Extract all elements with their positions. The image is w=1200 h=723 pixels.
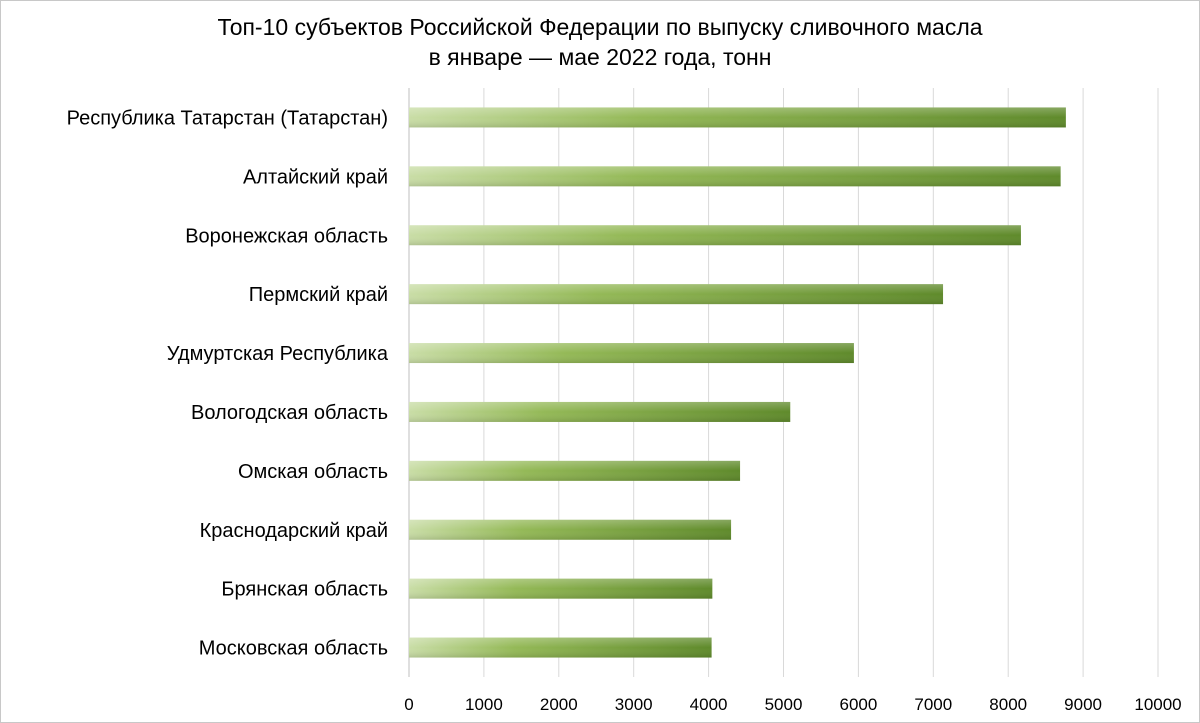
x-tick-label-4000: 4000 bbox=[690, 695, 728, 714]
bar-shade bbox=[409, 519, 732, 540]
bar-2 bbox=[409, 166, 1061, 187]
bar-8 bbox=[409, 519, 732, 540]
bar-shade bbox=[409, 225, 1021, 246]
bar-shade bbox=[409, 460, 741, 481]
x-tick-labels: 0 1000 2000 3000 4000 5000 6000 7000 8000 9000 100… bbox=[404, 695, 1181, 714]
bars bbox=[409, 107, 1066, 658]
bar-shade bbox=[409, 343, 854, 364]
category-label-5: Удмуртская Республика bbox=[167, 343, 389, 365]
x-tick-label-6000: 6000 bbox=[839, 695, 877, 714]
category-label-10: Московская область bbox=[199, 638, 388, 660]
x-tick-label-7000: 7000 bbox=[914, 695, 952, 714]
x-tick-label-3000: 3000 bbox=[615, 695, 653, 714]
bar-4 bbox=[409, 284, 944, 305]
x-tick-label-5000: 5000 bbox=[765, 695, 803, 714]
category-label-4: Пермский край bbox=[249, 284, 388, 306]
x-tick-label-2000: 2000 bbox=[540, 695, 578, 714]
category-label-6: Вологодская область bbox=[191, 402, 388, 424]
bar-10 bbox=[409, 637, 712, 658]
category-label-9: Брянская область bbox=[221, 579, 388, 601]
bar-6 bbox=[409, 401, 791, 422]
chart-subtitle: в январе — мае 2022 года, тонн bbox=[428, 44, 772, 70]
bar-shade bbox=[409, 284, 944, 305]
bar-3 bbox=[409, 225, 1021, 246]
bar-shade bbox=[409, 166, 1061, 187]
category-label-1: Республика Татарстан (Татарстан) bbox=[67, 107, 388, 129]
bar-shade bbox=[409, 637, 712, 658]
bar-7 bbox=[409, 460, 741, 481]
x-tick-label-9000: 9000 bbox=[1064, 695, 1102, 714]
bar-shade bbox=[409, 578, 713, 599]
bar-shade bbox=[409, 107, 1066, 128]
category-label-8: Краснодарский край bbox=[200, 520, 388, 542]
category-label-7: Омская область bbox=[238, 461, 388, 483]
category-labels: Республика Татарстан (Татарстан) Алтайски… bbox=[67, 107, 389, 659]
bar-1 bbox=[409, 107, 1066, 128]
x-tick-label-0: 0 bbox=[404, 695, 413, 714]
bar-5 bbox=[409, 343, 854, 364]
x-tick-label-1000: 1000 bbox=[465, 695, 503, 714]
category-label-2: Алтайский край bbox=[243, 166, 388, 188]
x-tick-label-8000: 8000 bbox=[989, 695, 1027, 714]
category-label-3: Воронежская область bbox=[185, 225, 388, 247]
x-tick-label-10000: 10000 bbox=[1134, 695, 1181, 714]
bar-9 bbox=[409, 578, 713, 599]
bar-shade bbox=[409, 401, 791, 422]
chart-title: Топ-10 субъектов Российской Федерации по… bbox=[217, 14, 983, 40]
chart-title-block: Топ-10 субъектов Российской Федерации по… bbox=[0, 12, 1200, 72]
